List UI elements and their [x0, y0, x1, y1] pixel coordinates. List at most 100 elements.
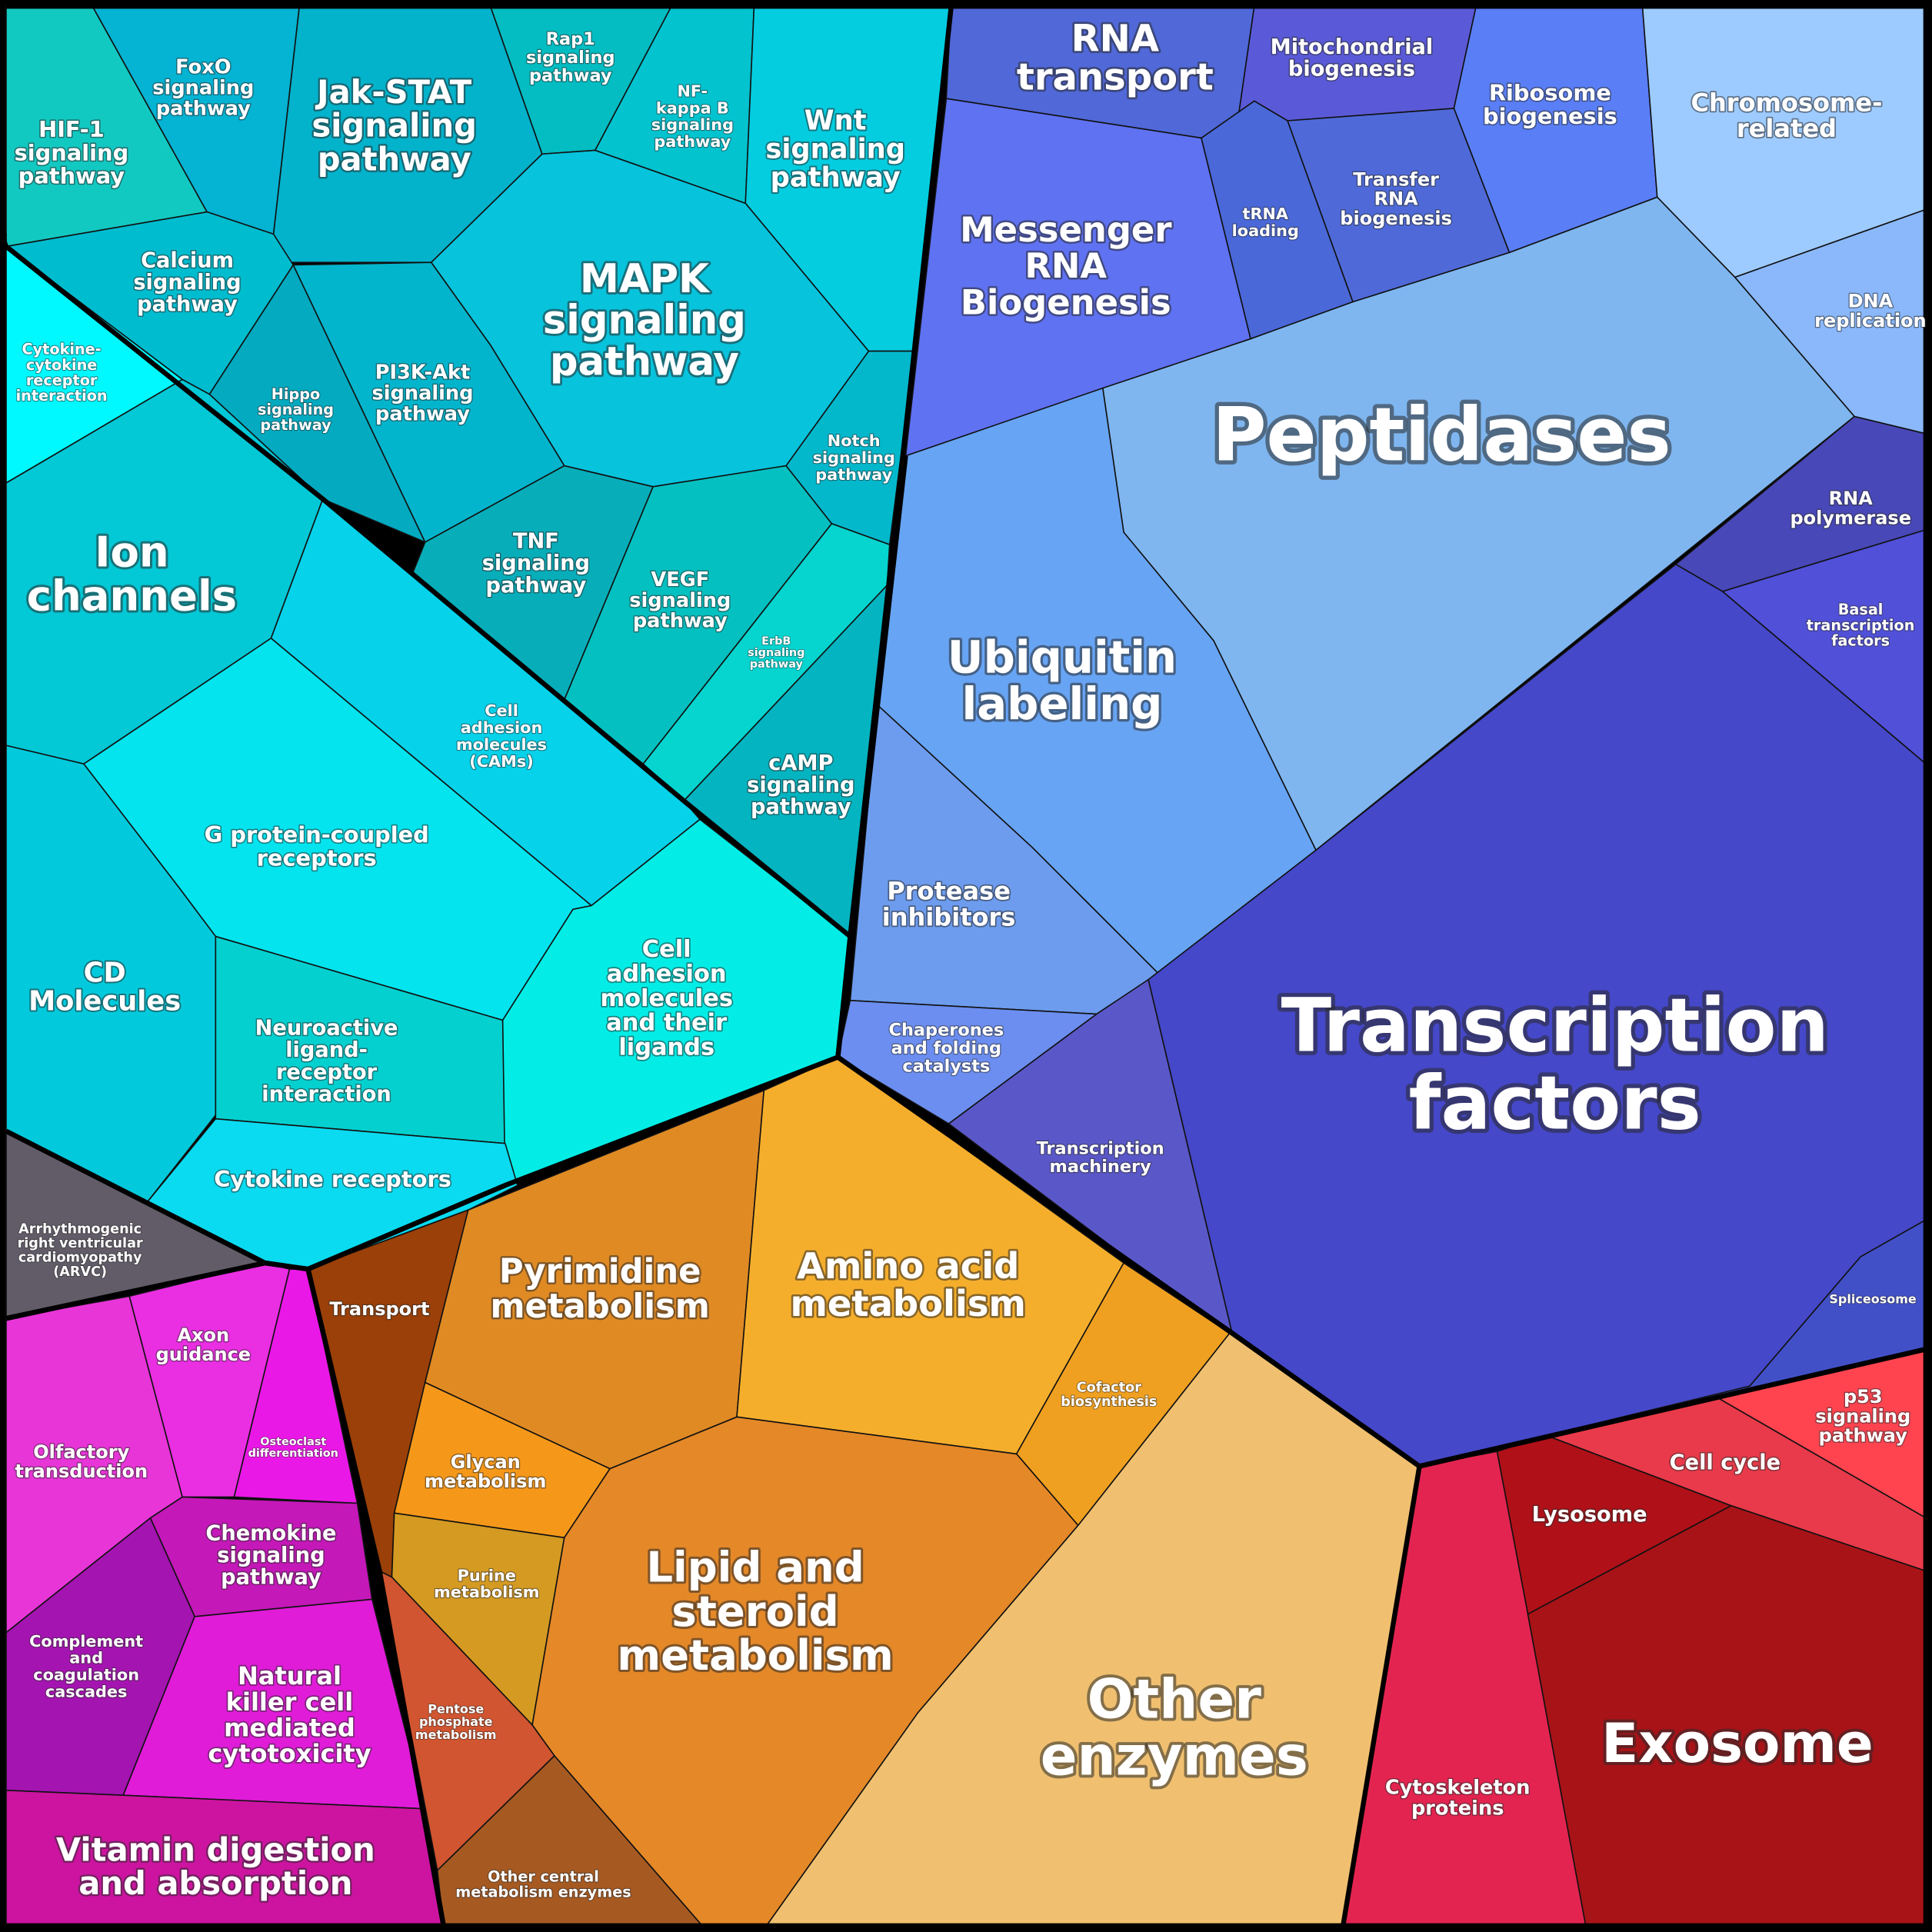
cell-label: Other central — [488, 1868, 599, 1886]
cell-label: metabolism — [617, 1631, 893, 1680]
cell-label: metabolism enzymes — [455, 1884, 631, 1901]
cell-label: Mitochondrial — [1271, 35, 1434, 59]
cell-label: RNA — [1829, 488, 1874, 509]
cell-label: TNF — [513, 530, 559, 554]
cell-label: ligands — [618, 1034, 715, 1061]
cell-label: Protease — [887, 877, 1011, 906]
cell-label: Chaperones — [889, 1020, 1004, 1040]
cell-label: MAPK — [580, 256, 711, 302]
cell-label: Transport — [329, 1298, 429, 1320]
cell-label: Chemokine — [205, 1521, 336, 1545]
cell-label: killer cell — [226, 1687, 354, 1717]
cell-label: Glycan — [451, 1451, 521, 1473]
cell-label: kappa B — [656, 98, 729, 117]
cell-label: pathway — [654, 132, 731, 151]
cell-label: signaling — [1815, 1405, 1910, 1427]
cell-label: Arrhythmogenic — [18, 1221, 142, 1237]
cell-label: pathway — [486, 574, 587, 598]
cell-label: cascades — [45, 1682, 128, 1700]
cell-label: DNA — [1848, 291, 1894, 312]
cell-label: Basal — [1838, 601, 1884, 618]
cell — [292, 261, 565, 544]
cell-label: molecules — [600, 985, 733, 1012]
cell-label: Cell — [485, 701, 518, 720]
cell-label: Vitamin digestion — [56, 1830, 375, 1868]
cell-label: labeling — [962, 678, 1163, 730]
cell-label: Jak-STAT — [315, 73, 472, 111]
cell-label: pathway — [18, 163, 125, 189]
cell-label: Calcium — [141, 248, 234, 272]
cell-label: Chromosome- — [1690, 88, 1882, 117]
cell-label: adhesion — [461, 718, 543, 737]
cell-label: Cytoskeleton — [1385, 1777, 1531, 1800]
cell-label: biogenesis — [1483, 103, 1617, 129]
cell-label: pathway — [260, 416, 331, 434]
cell-label: RNA — [1071, 17, 1159, 60]
cell-label: Ion — [95, 527, 168, 576]
cell-label: signaling — [15, 139, 129, 165]
cell-label: transport — [1017, 56, 1214, 99]
cell-label: and their — [606, 1010, 727, 1037]
cell-label: p53 — [1844, 1386, 1883, 1407]
cell-label: Pentose — [428, 1701, 484, 1716]
cell-label: molecules — [456, 735, 547, 754]
cell-label: metabolism — [415, 1727, 497, 1742]
cell-label: inhibitors — [882, 902, 1016, 931]
cell-label: biogenesis — [1288, 58, 1415, 82]
cell-label: signaling — [651, 115, 734, 134]
cell-label: and folding — [891, 1038, 1001, 1058]
cell-label: Hippo — [271, 385, 320, 403]
cell-label: enzymes — [1041, 1724, 1308, 1787]
cell-label: Peptidases — [1212, 391, 1671, 478]
cell-label: signaling — [543, 298, 746, 344]
cell-label: receptors — [257, 844, 377, 871]
cell-label: signaling — [747, 774, 854, 798]
cell-label: signaling — [748, 647, 804, 659]
cell-label: Natural — [238, 1661, 341, 1690]
cell-label: Cell — [642, 936, 691, 963]
cell-label: related — [1737, 114, 1837, 143]
cell-label: metabolism — [790, 1283, 1025, 1324]
cell-label: signaling — [258, 401, 334, 418]
cell-label: adhesion — [607, 961, 727, 988]
region-border — [5, 1128, 268, 1321]
cell-label: pathway — [156, 97, 251, 120]
cell-label: pathway — [529, 65, 612, 85]
cell-label: G protein-coupled — [205, 821, 429, 848]
cell — [378, 1570, 555, 1872]
cell-label: differentiation — [248, 1447, 338, 1460]
cell-label: PI3K-Akt — [375, 361, 471, 385]
cell-label: receptor — [276, 1061, 378, 1084]
cell-label: signaling — [813, 448, 895, 467]
cell-label: pathway — [550, 339, 739, 385]
cell-label: replication — [1814, 310, 1927, 331]
cell-label: Transcription — [1037, 1139, 1164, 1159]
cell-label: Purine — [458, 1566, 516, 1584]
cell-label: VEGF — [651, 568, 709, 591]
cell-label: pathway — [221, 1565, 321, 1589]
cell-label: steroid — [671, 1587, 838, 1636]
cell-label: Lipid and — [646, 1543, 864, 1592]
cell-label: machinery — [1050, 1157, 1152, 1177]
cell-label: ligand- — [285, 1038, 368, 1062]
cell-label: biosynthesis — [1061, 1394, 1157, 1410]
cell-label: phosphate — [419, 1714, 493, 1729]
cell-label: Olfactory — [33, 1441, 129, 1463]
cell-label: pathway — [375, 403, 470, 426]
cell-label: (ARVC) — [53, 1264, 107, 1280]
cell-label: tRNA — [1243, 205, 1289, 223]
cell-label: guidance — [156, 1344, 251, 1365]
cell-label: factors — [1409, 1060, 1701, 1146]
cell-label: Cell cycle — [1670, 1451, 1780, 1475]
region-border — [6, 3, 1929, 1929]
cell-label: transcription — [1807, 616, 1915, 634]
cell-label: cytotoxicity — [208, 1739, 371, 1768]
cell-label: pathway — [771, 162, 901, 193]
cell-label: pathway — [815, 465, 892, 484]
cell-label: RNA — [1374, 188, 1419, 210]
cell-label: loading — [1232, 222, 1299, 240]
cell-label: mediated — [224, 1713, 355, 1742]
cell-label: Spliceosome — [1829, 1292, 1917, 1307]
cell-label: pathway — [750, 658, 804, 671]
